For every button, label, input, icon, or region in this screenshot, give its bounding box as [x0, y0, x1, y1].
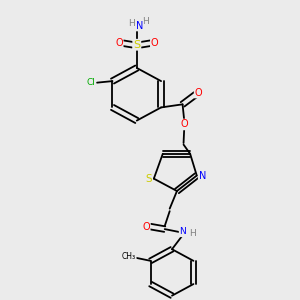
Text: H: H	[142, 17, 148, 26]
Text: O: O	[151, 38, 158, 48]
Text: O: O	[115, 38, 123, 48]
Text: N: N	[136, 20, 143, 31]
Text: O: O	[142, 222, 150, 232]
Text: S: S	[133, 40, 140, 50]
Text: H: H	[128, 20, 135, 28]
Text: N: N	[179, 227, 186, 236]
Text: H: H	[189, 229, 196, 238]
Text: CH₃: CH₃	[122, 252, 136, 261]
Text: O: O	[195, 88, 202, 98]
Text: O: O	[180, 119, 188, 130]
Text: Cl: Cl	[87, 78, 95, 87]
Text: N: N	[199, 170, 206, 181]
Text: S: S	[145, 174, 152, 184]
